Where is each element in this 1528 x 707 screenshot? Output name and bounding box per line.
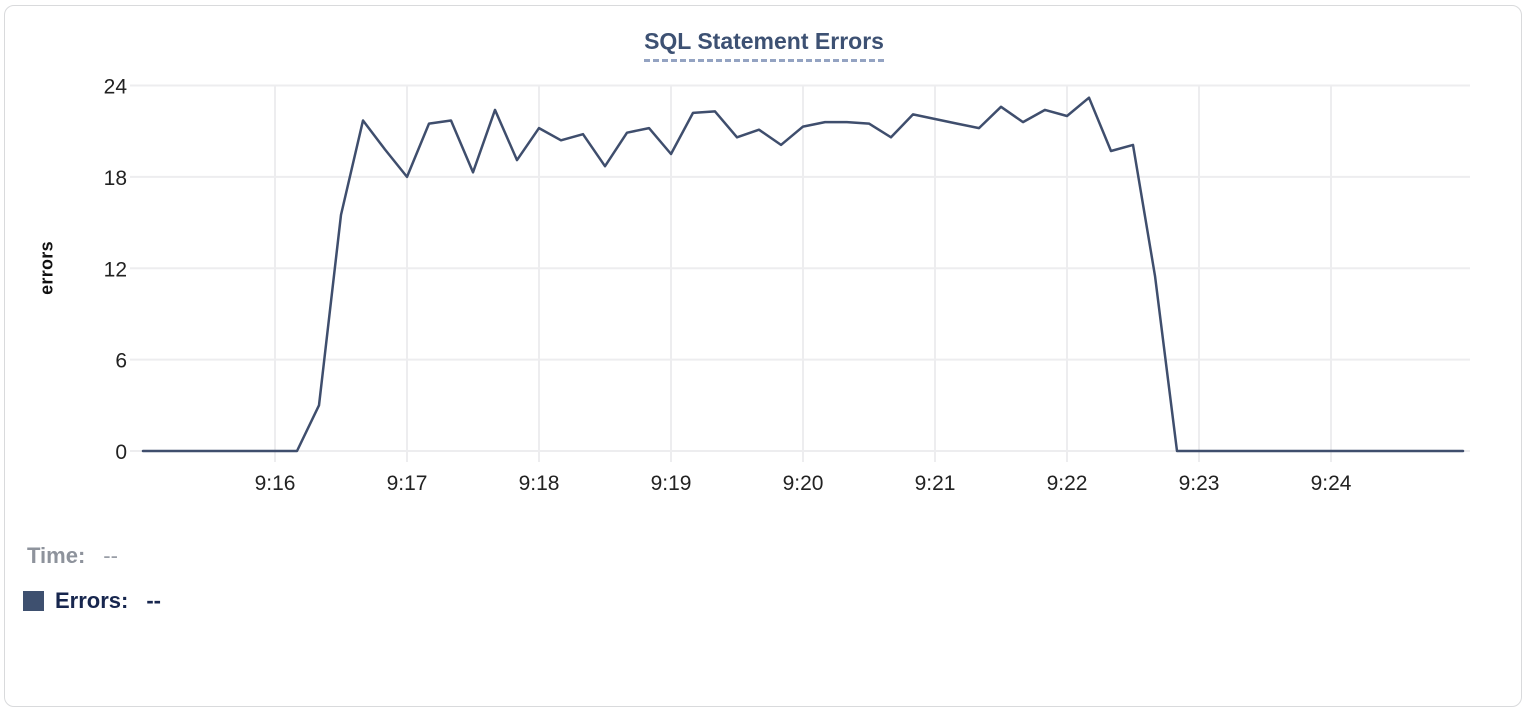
chart-card [4, 5, 1522, 707]
y-tick-label: 24 [104, 76, 128, 99]
legend-row-errors: Errors: -- [23, 588, 161, 614]
legend-errors-label: Errors: [55, 588, 129, 613]
x-tick-label: 9:20 [783, 472, 824, 495]
x-tick-label: 9:16 [255, 472, 296, 495]
legend-errors-value: -- [146, 588, 162, 613]
errors-line-chart[interactable]: 0 6 12 18 24 9:16 9:17 9:18 9:19 9:20 9:21 9:22 9:23… [0, 0, 1528, 520]
errors-series-swatch [23, 591, 44, 611]
x-tick-label: 9:18 [519, 472, 560, 495]
x-tick-label: 9:24 [1311, 472, 1352, 495]
chart-title-link[interactable]: SQL Statement Errors [644, 28, 884, 62]
y-tick-label: 0 [115, 441, 127, 464]
chart-header: SQL Statement Errors [0, 28, 1528, 62]
x-tick-label: 9:21 [915, 472, 956, 495]
x-tick-label: 9:17 [387, 472, 428, 495]
x-tick-label: 9:23 [1179, 472, 1220, 495]
x-tick-label: 9:19 [651, 472, 692, 495]
y-tick-label: 6 [115, 350, 127, 373]
legend-time-value: -- [103, 543, 118, 568]
y-tick-label: 12 [104, 258, 127, 281]
legend-row-time: Time: -- [27, 543, 118, 569]
x-tick-label: 9:22 [1047, 472, 1088, 495]
series-line-errors [141, 96, 1465, 453]
y-tick-label: 18 [104, 167, 127, 190]
legend-time-label: Time: [27, 543, 86, 568]
